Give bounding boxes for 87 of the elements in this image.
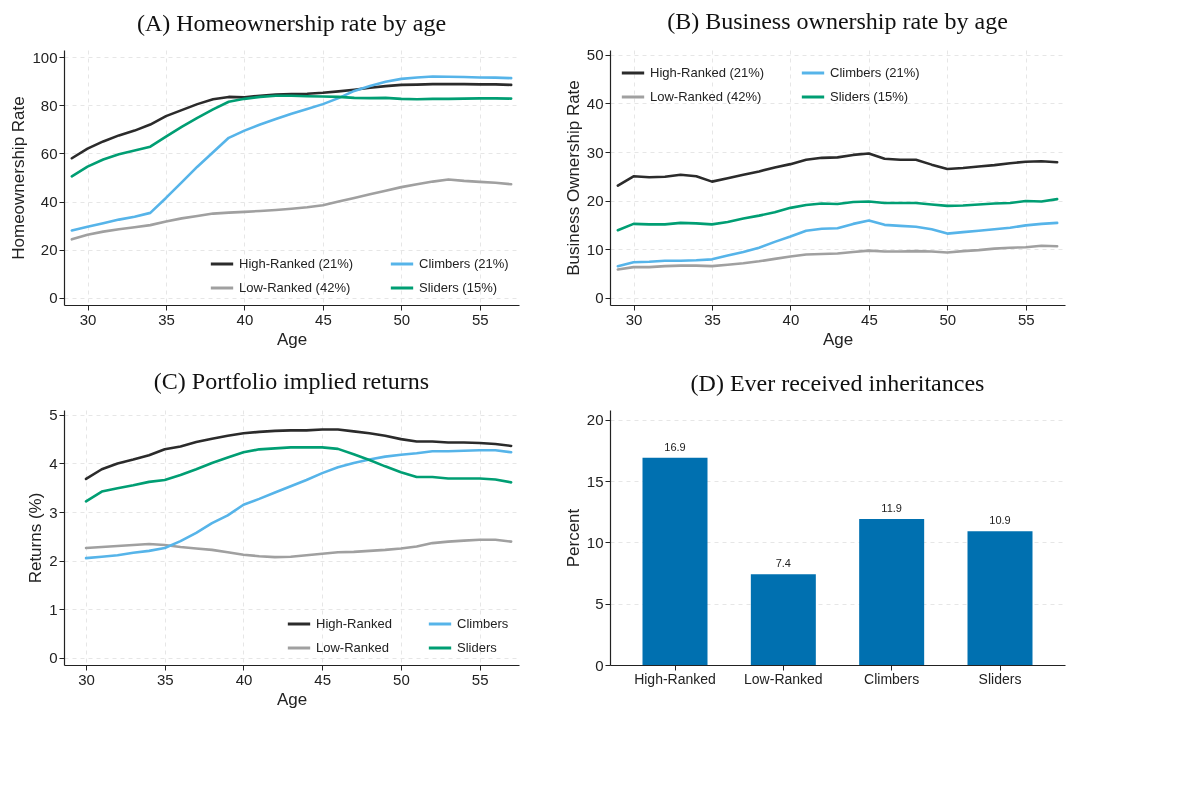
y-tick-label: 5 — [595, 595, 604, 613]
legend-label: Sliders — [457, 640, 498, 655]
line-series — [70, 178, 513, 241]
x-tick-label: 30 — [78, 670, 95, 688]
x-tick-label: 50 — [393, 310, 411, 328]
legend-label: High-Ranked (21%) — [650, 65, 765, 80]
data-label: 10.9 — [989, 514, 1011, 527]
x-tick-label: 45 — [314, 670, 332, 688]
line-series — [84, 428, 513, 481]
y-tick-label: 1 — [49, 600, 58, 618]
legend-label: Low-Ranked (42%) — [239, 280, 351, 295]
line-series — [616, 197, 1059, 232]
data-label: 16.9 — [664, 440, 686, 453]
bar — [750, 574, 816, 665]
y-tick-label: 40 — [586, 94, 604, 112]
x-tick-label: 35 — [156, 670, 174, 688]
legend-label: Low-Ranked — [316, 640, 389, 655]
y-tick-label: 20 — [586, 411, 604, 429]
x-tick-label: 35 — [158, 310, 175, 328]
y-tick-label: 0 — [595, 289, 604, 307]
x-axis-title: Age — [822, 329, 854, 349]
bar — [642, 457, 708, 665]
y-tick-label: 10 — [586, 533, 604, 551]
x-tick-label: 55 — [1017, 310, 1035, 328]
y-axis-title: Homeownership Rate — [9, 96, 29, 260]
x-tick-label: 50 — [393, 670, 410, 688]
line-series — [84, 538, 513, 559]
y-tick-label: 20 — [586, 192, 604, 210]
x-tick-label: 35 — [704, 310, 721, 328]
y-tick-label: 3 — [49, 503, 58, 521]
bar — [859, 519, 925, 665]
legend-label: Sliders (15%) — [830, 89, 909, 104]
y-axis-title: Business Ownership Rate — [563, 80, 583, 276]
x-tick-label: Low-Ranked — [744, 670, 823, 687]
legend-label: High-Ranked (21%) — [239, 256, 354, 271]
y-tick-label: 10 — [586, 240, 604, 258]
legend-label: High-Ranked — [316, 616, 392, 631]
x-axis-title: Age — [276, 689, 308, 709]
x-tick-label: Sliders — [978, 670, 1022, 687]
y-tick-label: 2 — [49, 552, 58, 570]
data-label: 11.9 — [881, 502, 902, 515]
y-tick-label: 100 — [32, 48, 58, 66]
y-tick-label: 15 — [586, 472, 604, 490]
x-tick-label: High-Ranked — [634, 670, 716, 687]
line-series — [84, 446, 513, 503]
line-series — [616, 244, 1059, 271]
x-tick-label: 40 — [782, 310, 800, 328]
bar — [967, 531, 1033, 665]
y-tick-label: 60 — [40, 144, 58, 162]
chart-title: (A) Homeownership rate by age — [136, 10, 447, 36]
line-series — [84, 449, 513, 560]
y-tick-label: 40 — [40, 193, 58, 211]
x-tick-label: 45 — [861, 310, 878, 328]
legend-label: Climbers (21%) — [419, 256, 509, 271]
x-tick-label: 50 — [939, 310, 957, 328]
y-tick-label: 80 — [40, 96, 58, 114]
x-tick-label: 40 — [236, 310, 254, 328]
y-tick-label: 0 — [49, 289, 58, 307]
x-tick-label: 55 — [471, 310, 489, 328]
line-series — [70, 75, 513, 232]
y-tick-label: 20 — [40, 241, 58, 259]
x-tick-label: Climbers — [864, 670, 920, 687]
x-tick-label: 40 — [235, 670, 253, 688]
data-label: 7.4 — [775, 557, 791, 570]
line-series — [616, 219, 1059, 268]
x-tick-label: 55 — [471, 670, 489, 688]
y-tick-label: 0 — [49, 649, 58, 667]
y-tick-label: 50 — [586, 46, 604, 64]
x-tick-label: 30 — [79, 310, 97, 328]
chart-title: (C) Portfolio implied returns — [153, 367, 430, 394]
y-tick-label: 5 — [49, 406, 58, 424]
chart-title: (B) Business ownership rate by age — [667, 7, 1008, 34]
x-tick-label: 45 — [315, 310, 332, 328]
y-tick-label: 4 — [49, 454, 58, 472]
line-series — [70, 94, 513, 178]
x-axis-title: Age — [276, 329, 308, 349]
legend-label: Climbers — [457, 616, 509, 631]
x-tick-label: 30 — [625, 310, 643, 328]
legend-label: Climbers (21%) — [830, 65, 920, 80]
y-axis-title: Returns (%) — [26, 492, 46, 584]
y-tick-label: 30 — [586, 143, 604, 161]
line-series — [616, 152, 1059, 187]
legend-label: Sliders (15%) — [419, 280, 498, 295]
y-tick-label: 0 — [595, 656, 604, 674]
chart-title: (D) Ever received inheritances — [690, 370, 985, 396]
legend-label: Low-Ranked (42%) — [650, 89, 762, 104]
y-axis-title: Percent — [563, 508, 583, 568]
